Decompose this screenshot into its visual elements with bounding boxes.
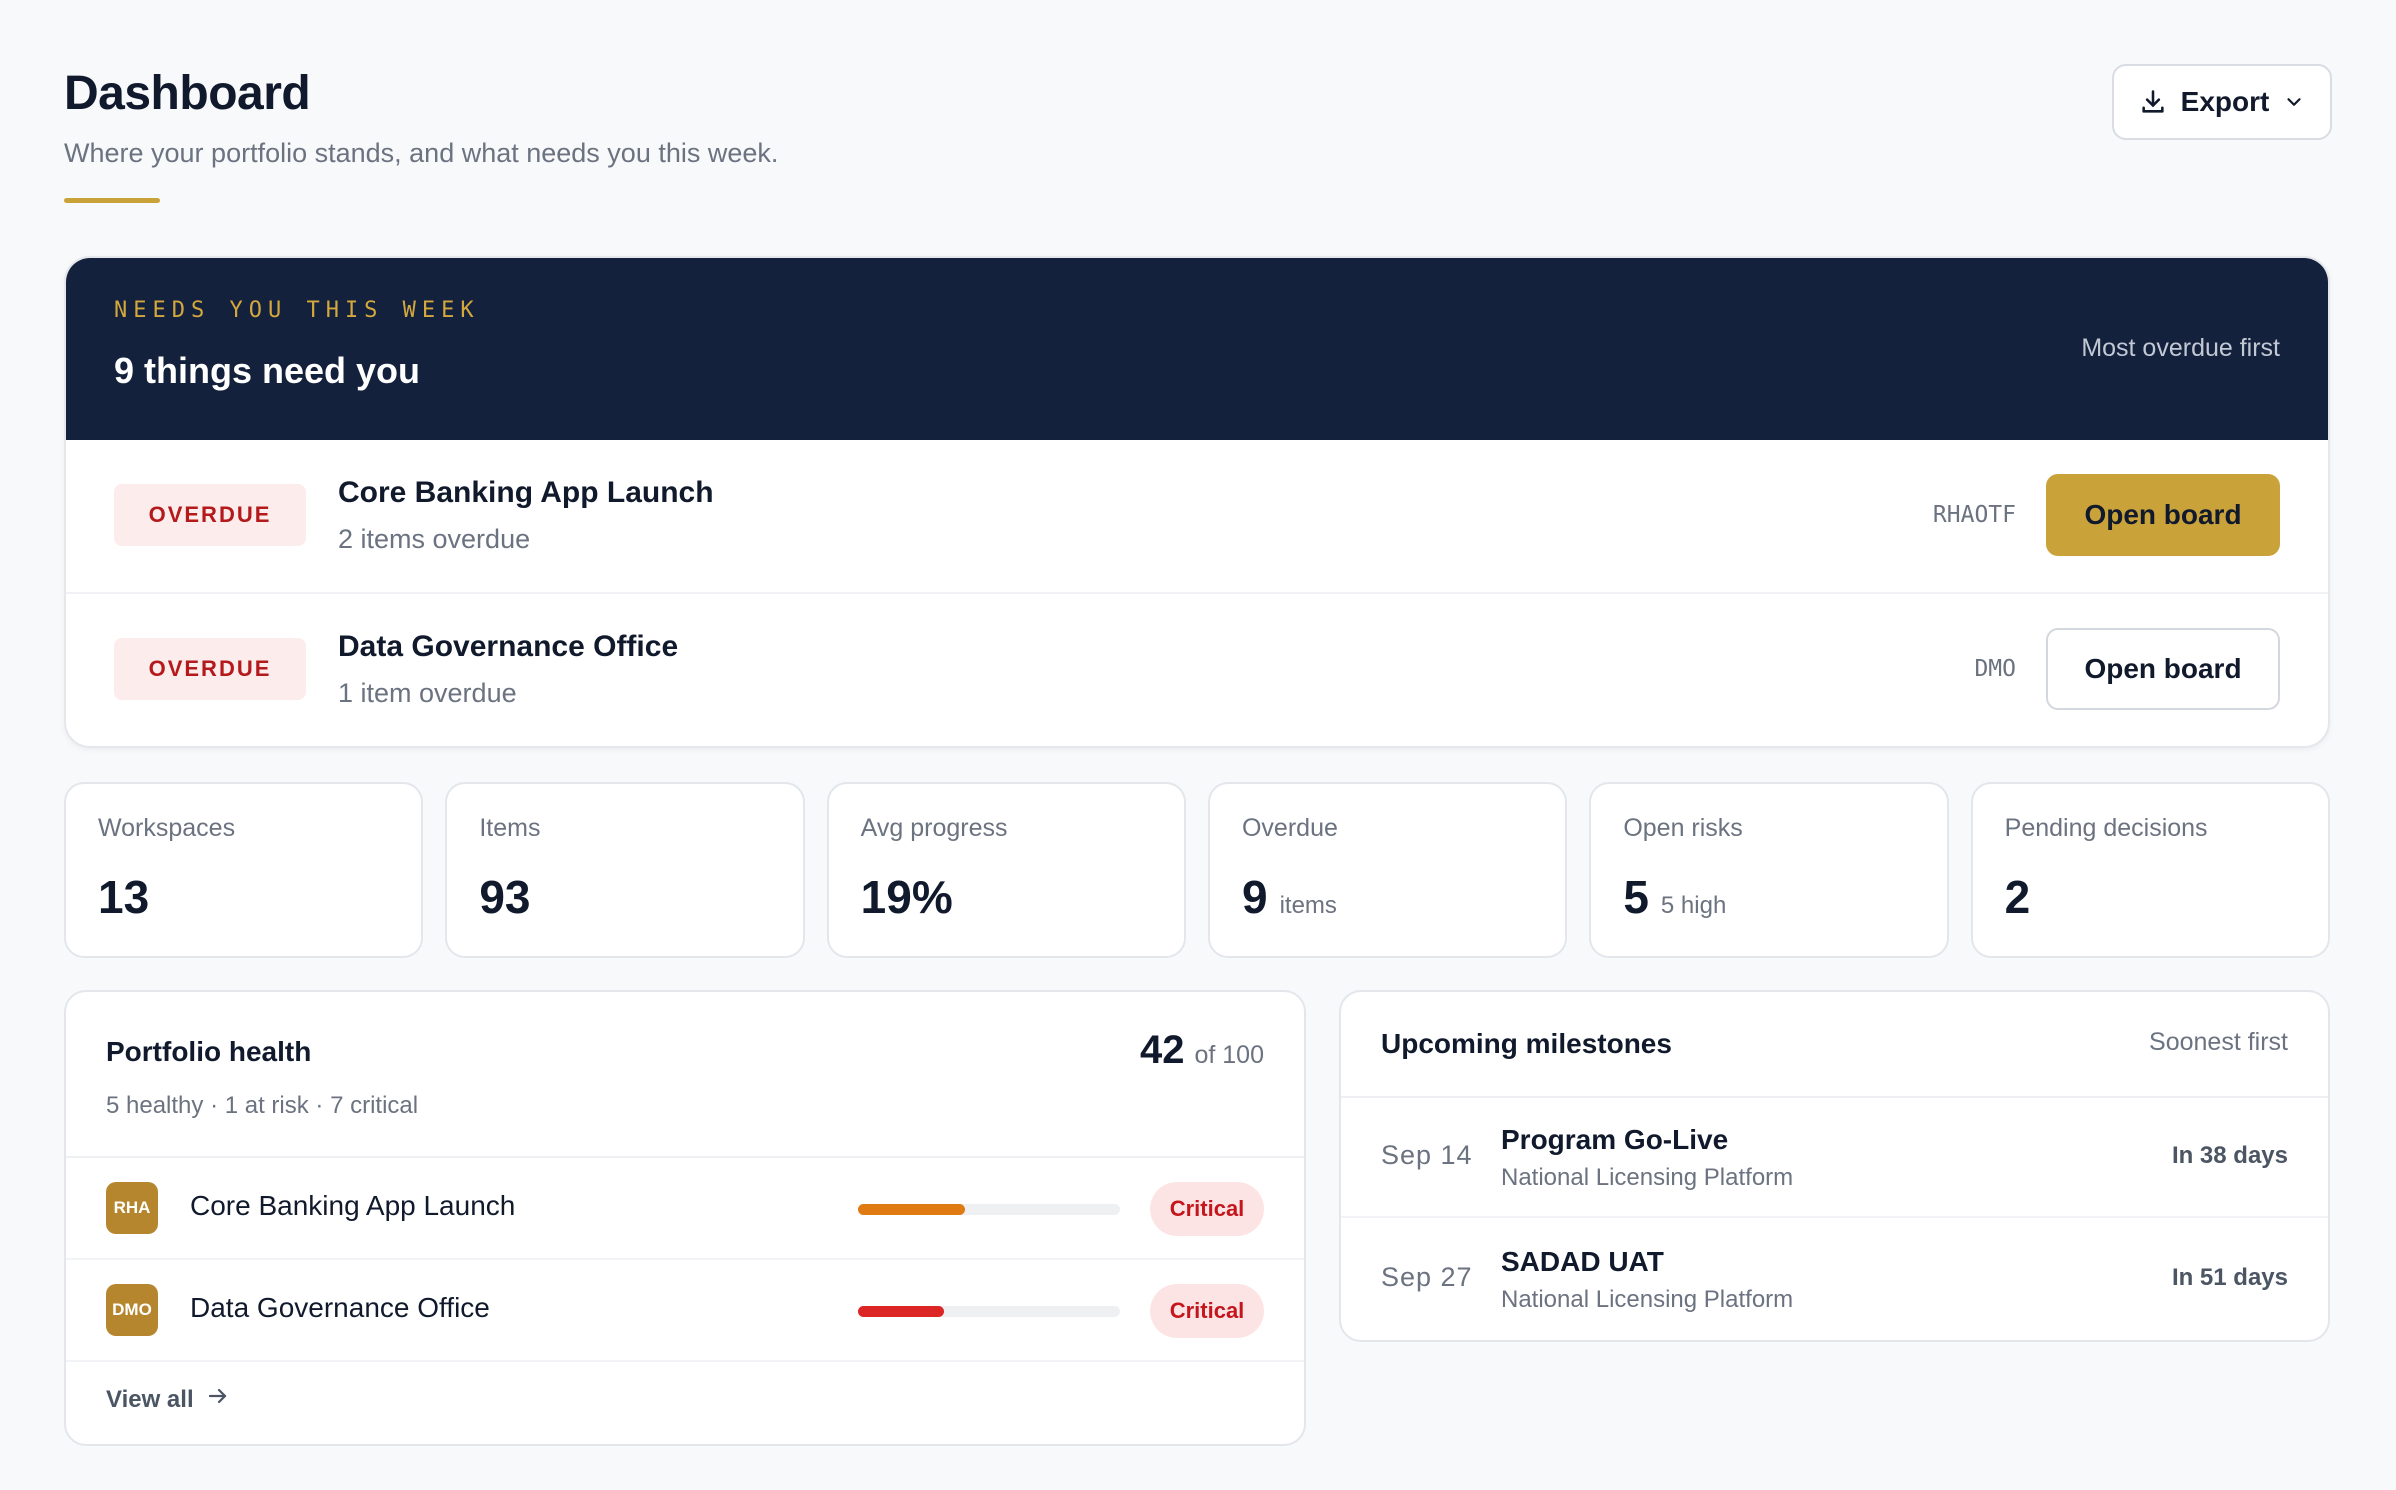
- milestone-row[interactable]: Sep 27 SADAD UAT National Licensing Plat…: [1341, 1220, 2328, 1340]
- milestone-date: Sep 27: [1381, 1262, 1473, 1292]
- stat-number: 5: [1623, 871, 1649, 923]
- needs-sort-label[interactable]: Most overdue first: [2081, 334, 2280, 362]
- needs-row: OVERDUE Data Governance Office 1 item ov…: [66, 594, 2328, 746]
- status-badge: Critical: [1150, 1182, 1264, 1236]
- health-score: 42 of 100: [1140, 1028, 1264, 1073]
- stat-label: Avg progress: [860, 814, 1008, 842]
- milestone-row[interactable]: Sep 14 Program Go-Live National Licensin…: [1341, 1098, 2328, 1218]
- stat-value: 2: [2005, 870, 2031, 924]
- stat-value: 19%: [861, 870, 953, 924]
- avatar: RHA: [106, 1182, 158, 1234]
- milestone-program: National Licensing Platform: [1501, 1286, 1794, 1313]
- stat-card-workspaces[interactable]: Workspaces 13: [64, 782, 424, 958]
- milestone-date: Sep 14: [1381, 1140, 1473, 1170]
- arrow-right-icon: [206, 1384, 230, 1415]
- needs-header: NEEDS YOU THIS WEEK 9 things need you Mo…: [66, 258, 2328, 440]
- stat-value: 5 5 high: [1623, 870, 1726, 924]
- milestones-sort-label[interactable]: Soonest first: [2149, 1028, 2288, 1056]
- open-board-button[interactable]: Open board: [2046, 628, 2280, 710]
- needs-you-card: NEEDS YOU THIS WEEK 9 things need you Mo…: [64, 256, 2330, 748]
- stat-number: 93: [479, 871, 531, 923]
- portfolio-health-card: Portfolio health 5 healthy · 1 at risk ·…: [64, 990, 1306, 1446]
- progress-bar: [858, 1204, 1120, 1215]
- health-row[interactable]: DMO Data Governance Office Critical: [66, 1260, 1304, 1362]
- health-row[interactable]: RHA Core Banking App Launch Critical: [66, 1158, 1304, 1260]
- workspace-code: RHAOTF: [1932, 502, 2016, 528]
- needs-title: 9 things need you: [114, 350, 421, 391]
- needs-eyebrow: NEEDS YOU THIS WEEK: [114, 298, 480, 323]
- stat-card-open-risks[interactable]: Open risks 5 5 high: [1589, 782, 1949, 958]
- milestone-program: National Licensing Platform: [1501, 1164, 1794, 1191]
- stat-label: Workspaces: [98, 814, 236, 842]
- upcoming-milestones-card: Upcoming milestones Soonest first Sep 14…: [1339, 990, 2330, 1342]
- status-badge: Critical: [1150, 1284, 1264, 1338]
- milestone-due: In 38 days: [2171, 1142, 2288, 1169]
- needs-row: OVERDUE Core Banking App Launch 2 items …: [66, 440, 2328, 594]
- overdue-detail: 1 item overdue: [338, 678, 517, 708]
- avatar: DMO: [106, 1284, 158, 1336]
- stat-number: 13: [98, 871, 150, 923]
- download-icon: [2139, 88, 2167, 116]
- export-label: Export: [2180, 86, 2270, 117]
- stat-card-overdue[interactable]: Overdue 9 items: [1207, 782, 1568, 958]
- stat-label: Open risks: [1623, 814, 1743, 842]
- chevron-down-icon: [2283, 91, 2305, 113]
- overdue-detail: 2 items overdue: [338, 524, 531, 554]
- stat-value: 93: [479, 870, 530, 924]
- stat-unit: items: [1279, 892, 1337, 919]
- progress-bar: [858, 1306, 1120, 1317]
- stat-number: 9: [1241, 871, 1268, 923]
- page-header: Dashboard Where your portfolio stands, a…: [64, 0, 2332, 256]
- workspace-name[interactable]: Core Banking App Launch: [338, 476, 714, 509]
- stat-unit: 5 high: [1660, 892, 1727, 919]
- milestone-name: SADAD UAT: [1501, 1246, 1664, 1277]
- page-title: Dashboard: [64, 67, 311, 120]
- open-board-button[interactable]: Open board: [2046, 474, 2280, 556]
- health-workspace-name: Core Banking App Launch: [190, 1190, 516, 1221]
- health-score-max: of 100: [1194, 1041, 1264, 1069]
- milestone-name: Program Go-Live: [1501, 1124, 1729, 1155]
- stat-card-pending-decisions[interactable]: Pending decisions 2: [1970, 782, 2330, 958]
- title-underline: [64, 198, 160, 203]
- workspace-code: DMO: [1974, 656, 2016, 682]
- health-summary: 5 healthy · 1 at risk · 7 critical: [106, 1092, 419, 1119]
- health-score-value: 42: [1139, 1028, 1185, 1072]
- workspace-name[interactable]: Data Governance Office: [338, 630, 679, 663]
- divider: [1341, 1096, 2328, 1098]
- stat-value: 13: [98, 870, 149, 924]
- milestones-title: Upcoming milestones: [1381, 1028, 1672, 1059]
- stat-label: Pending decisions: [2004, 814, 2208, 842]
- overdue-badge: OVERDUE: [114, 638, 306, 700]
- health-workspace-name: Data Governance Office: [190, 1292, 490, 1323]
- stat-card-avg-progress[interactable]: Avg progress 19%: [826, 782, 1186, 958]
- stat-label: Items: [479, 814, 541, 842]
- view-all-label: View all: [106, 1385, 194, 1413]
- stat-number: 2: [2004, 871, 2031, 923]
- stats-row: Workspaces 13 Items 93 Avg progress 19% …: [64, 782, 2330, 958]
- milestone-due: In 51 days: [2171, 1264, 2288, 1291]
- stat-card-items[interactable]: Items 93: [445, 782, 805, 958]
- stat-value: 9 items: [1242, 870, 1337, 924]
- stat-label: Overdue: [1241, 814, 1338, 842]
- progress-bar-fill: [858, 1306, 945, 1317]
- divider: [66, 1156, 1304, 1158]
- stat-number: 19%: [860, 871, 953, 923]
- view-all-link[interactable]: View all: [106, 1384, 230, 1415]
- progress-bar-fill: [858, 1204, 966, 1215]
- overdue-badge: OVERDUE: [114, 484, 306, 546]
- export-button[interactable]: Export: [2112, 64, 2332, 140]
- page-subtitle: Where your portfolio stands, and what ne…: [64, 138, 779, 168]
- health-title: Portfolio health: [106, 1036, 312, 1067]
